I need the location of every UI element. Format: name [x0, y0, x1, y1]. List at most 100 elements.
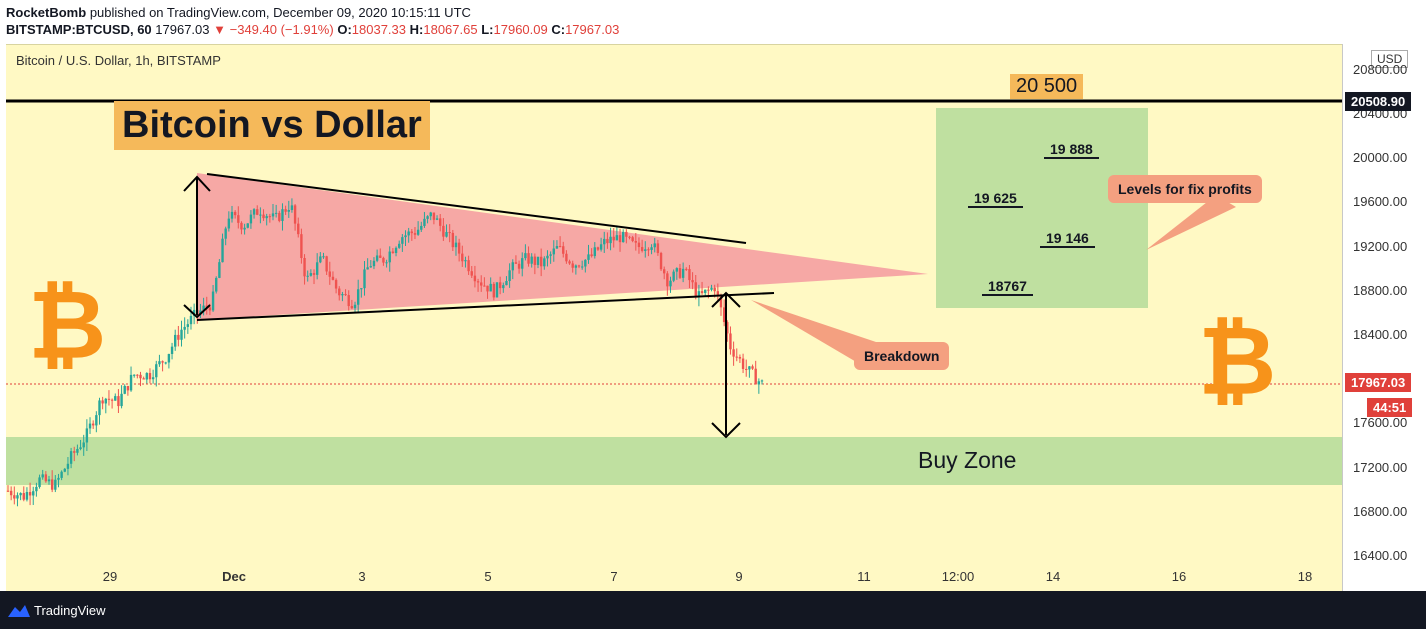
publisher-name[interactable]: RocketBomb — [6, 5, 87, 20]
candle-body — [539, 256, 543, 267]
candle-body — [571, 263, 574, 268]
candle-body — [243, 227, 246, 230]
candle-body — [745, 368, 748, 370]
candle-body — [640, 247, 644, 251]
breakdown-callout: Breakdown — [854, 342, 950, 370]
candle-body — [63, 468, 66, 472]
candle-body — [259, 214, 262, 216]
level-18767: 18767 — [982, 278, 1033, 296]
candle-body — [25, 492, 29, 500]
candle-body — [688, 269, 691, 281]
candle-body — [461, 253, 464, 262]
candle-body — [536, 256, 540, 265]
candle-body — [114, 396, 117, 401]
candle-body — [549, 254, 552, 256]
candle-body — [334, 279, 338, 289]
candle-body — [47, 479, 51, 482]
price-chart-svg — [6, 99, 1342, 507]
candle-body — [215, 277, 218, 292]
candle-body — [293, 205, 297, 224]
candle-body — [268, 216, 272, 218]
candle-body — [710, 287, 713, 290]
candle-body — [722, 307, 726, 323]
candle-body — [32, 491, 35, 496]
candle-body — [530, 256, 533, 264]
time-tick-label: 18 — [1297, 569, 1313, 584]
candle-body — [164, 362, 167, 364]
candle-body — [663, 269, 666, 274]
bitcoin-logo-icon: ₿ — [28, 269, 107, 381]
candle-body — [681, 268, 685, 278]
candle-body — [732, 349, 735, 357]
candle-body — [659, 252, 663, 270]
candle-body — [167, 353, 171, 363]
candle-body — [552, 248, 555, 255]
buy-zone-label: Buy Zone — [918, 447, 1017, 473]
level-19888: 19 888 — [1044, 141, 1099, 159]
publish-header: RocketBomb published on TradingView.com,… — [0, 0, 1426, 44]
symbol-label: BITSTAMP:BTCUSD, 60 — [6, 22, 152, 37]
candle-body — [319, 256, 322, 263]
candle-body — [675, 268, 679, 272]
candle-body — [28, 492, 32, 496]
candle-body — [353, 304, 357, 309]
candle-body — [442, 225, 445, 237]
candle-body — [574, 265, 578, 268]
time-tick-label: 12:00 — [941, 569, 975, 584]
candle-body — [435, 218, 439, 220]
high-label: H: — [409, 22, 424, 37]
candle-body — [9, 490, 13, 496]
candle-body — [16, 495, 19, 499]
open-value: 18037.33 — [351, 22, 407, 37]
candle-body — [6, 490, 10, 492]
candle-body — [360, 288, 363, 290]
candle-body — [331, 276, 335, 280]
time-tick-label: 29 — [102, 569, 118, 584]
time-tick-label: 14 — [1045, 569, 1061, 584]
price-tick-label: 18400.00 — [1353, 327, 1408, 342]
candle-body — [85, 428, 89, 443]
candle-body — [483, 285, 486, 287]
time-axis[interactable]: 29 Dec 3 5 7 9 11 12:00 14 16 18 — [6, 565, 1342, 591]
candle-body — [612, 236, 615, 241]
candle-body — [95, 415, 98, 426]
currency-button[interactable]: USD — [1371, 50, 1409, 68]
bitcoin-logo-icon-right: ₿ — [1198, 305, 1277, 417]
candle-body — [760, 380, 764, 382]
candle-body — [498, 282, 502, 289]
candle-body — [287, 209, 290, 212]
candle-body — [404, 235, 407, 238]
chart-plot-area[interactable]: Bitcoin / U.S. Dollar, 1h, BITSTAMP Bitc… — [6, 44, 1342, 592]
candle-body — [151, 377, 155, 380]
candle-body — [183, 326, 186, 330]
candle-body — [495, 282, 499, 298]
candle-body — [603, 238, 606, 245]
triangle-lower-trendline — [196, 292, 775, 321]
time-tick-label: Dec — [222, 569, 246, 584]
price-tick-label: 16400.00 — [1353, 548, 1408, 563]
candle-body — [666, 273, 669, 287]
last-price: 17967.03 — [155, 22, 210, 37]
candle-body — [136, 374, 139, 376]
candle-body — [208, 307, 212, 311]
low-label: L: — [481, 22, 494, 37]
candle-body — [729, 333, 732, 350]
candle-body — [558, 246, 562, 248]
candle-body — [644, 249, 647, 251]
candle-body — [407, 231, 410, 236]
candle-body — [410, 231, 414, 234]
candle-body — [375, 255, 379, 261]
tradingview-brand[interactable]: TradingView — [34, 603, 106, 618]
price-axis[interactable]: USD 16400.0016800.0017200.0017600.001800… — [1342, 44, 1426, 591]
candle-body — [577, 265, 581, 267]
candle-body — [284, 209, 287, 212]
time-tick-label: 16 — [1171, 569, 1187, 584]
candle-body — [211, 291, 215, 311]
candle-body — [593, 247, 596, 257]
candle-body — [618, 235, 622, 243]
level-20500-label: 20 500 — [1010, 74, 1084, 99]
candle-body — [416, 229, 420, 235]
candle-body — [189, 315, 193, 325]
candle-body — [546, 255, 549, 259]
candle-body — [464, 260, 467, 262]
